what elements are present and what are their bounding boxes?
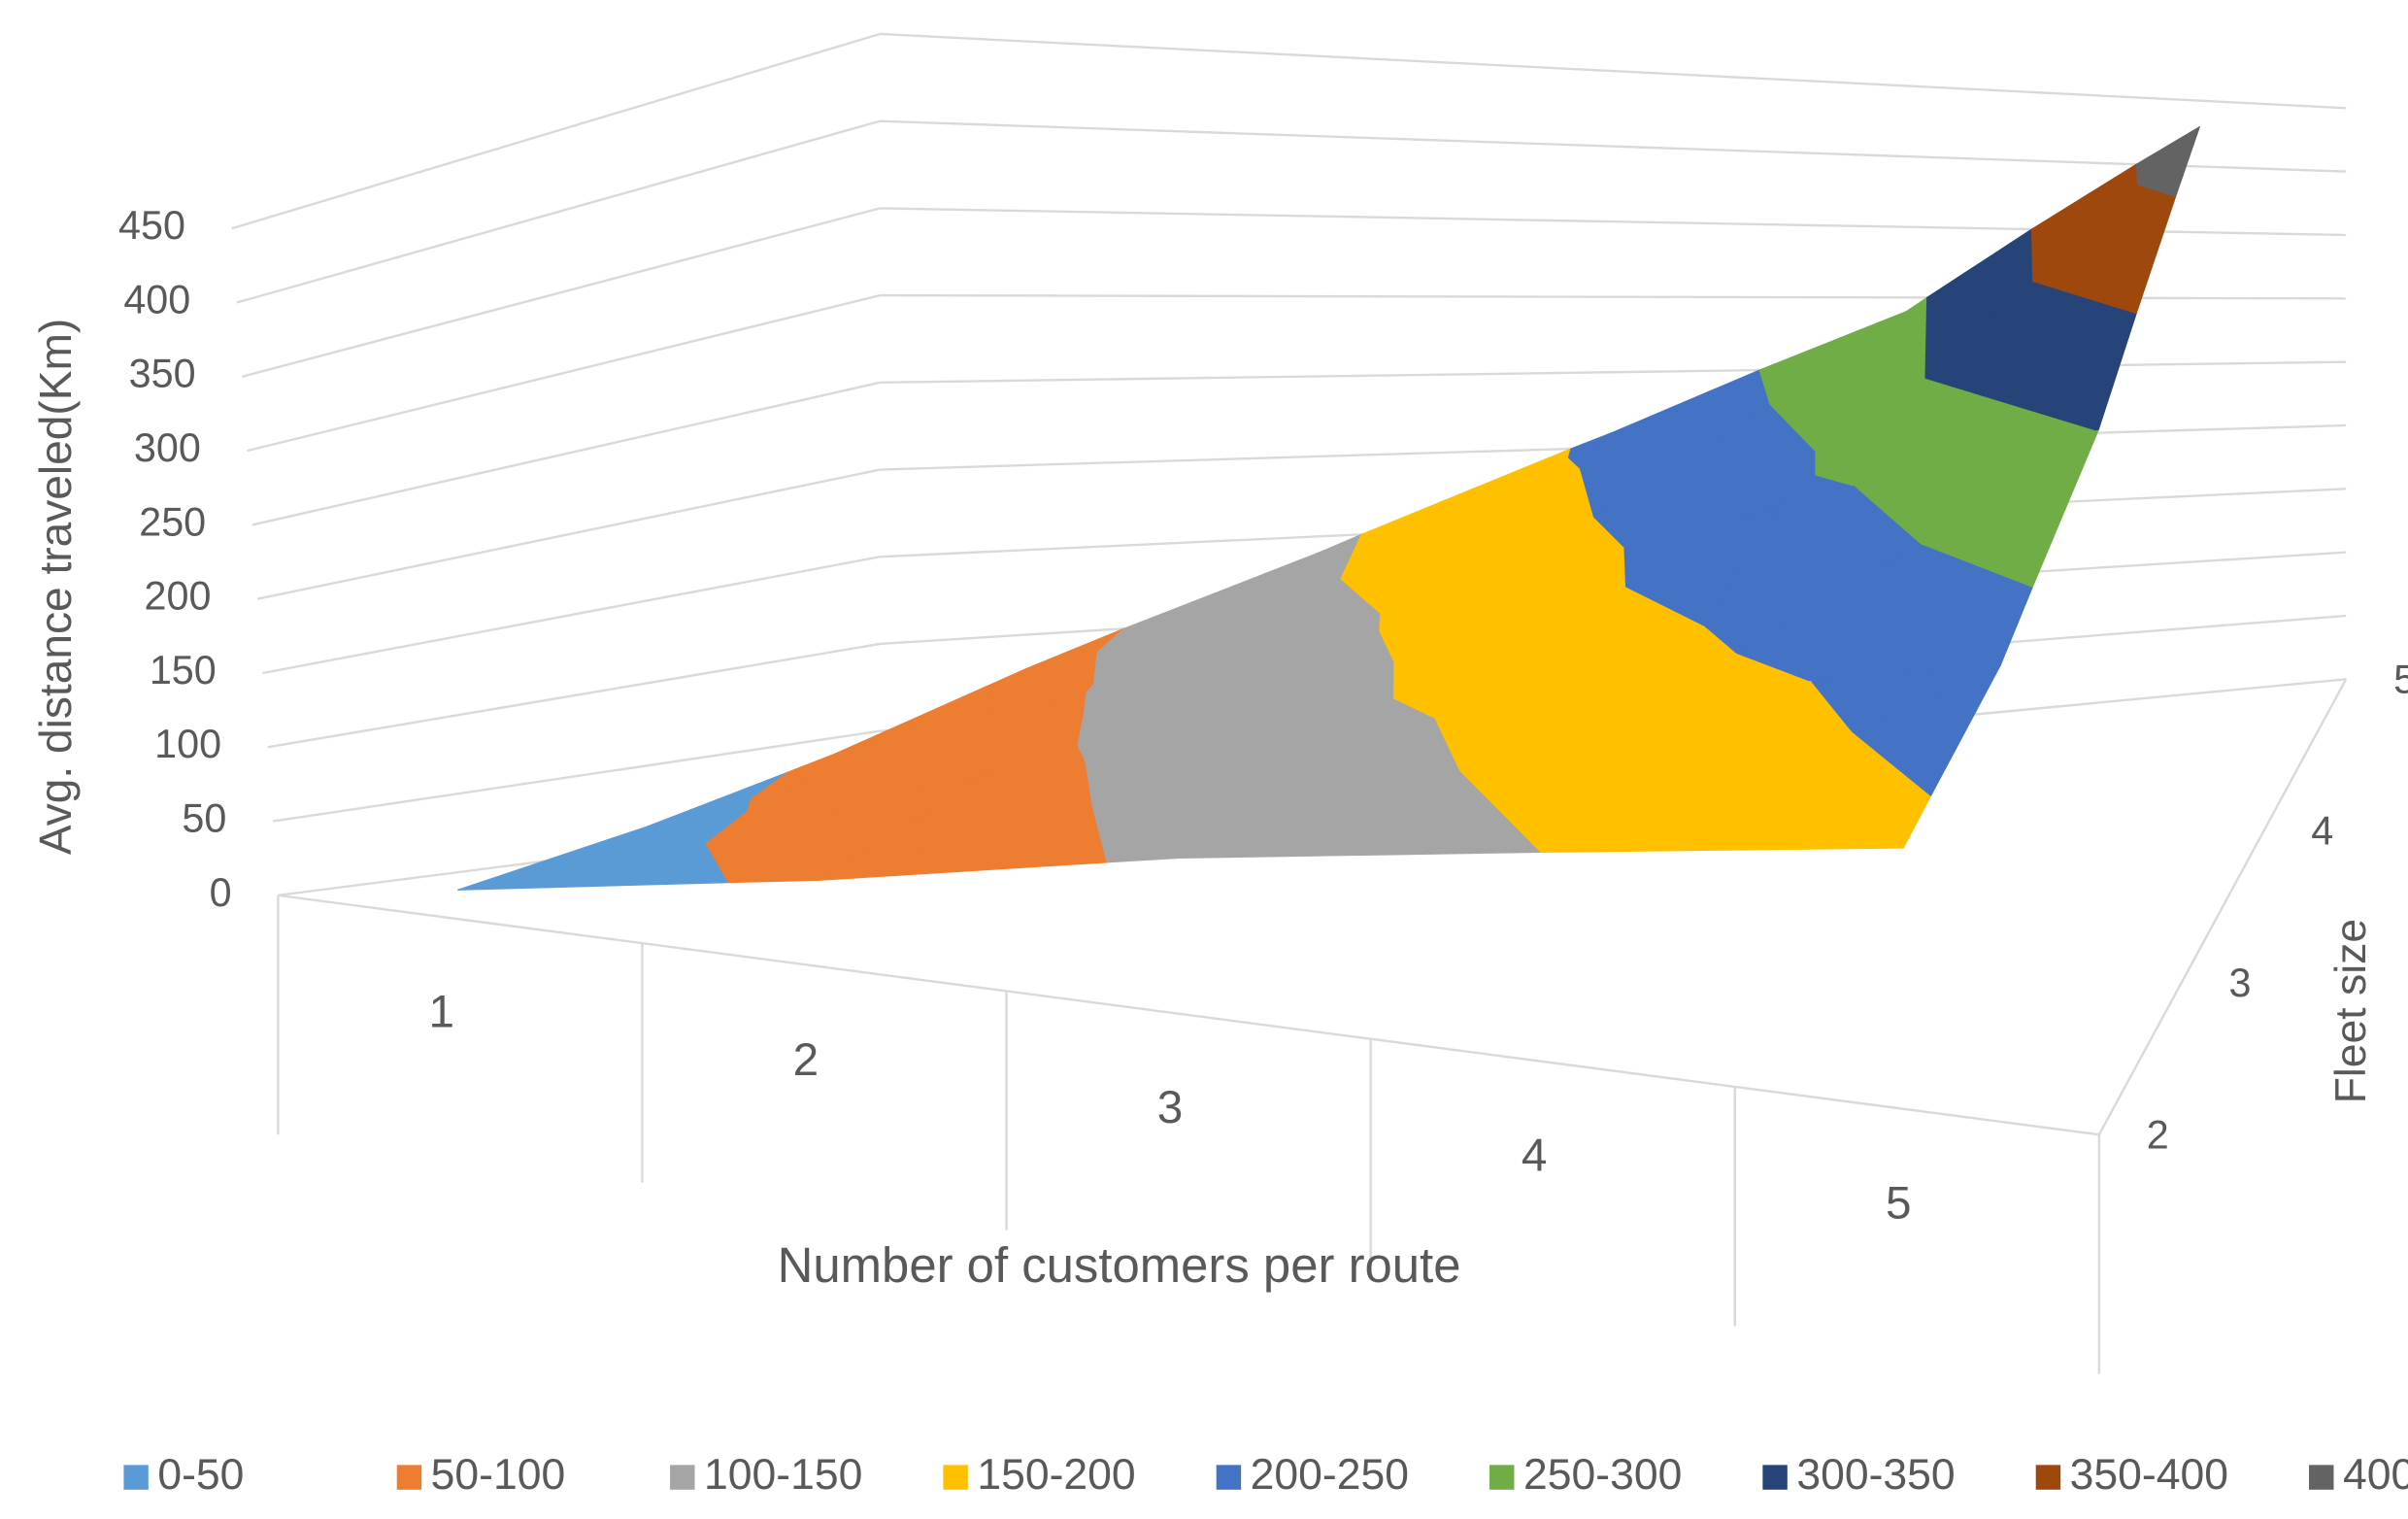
grid-line [251, 381, 881, 526]
x-tick-label: 5 [1886, 1178, 1912, 1230]
z-tick-label: 250 [139, 499, 206, 544]
depth-tick-label: 2 [2147, 1112, 2169, 1157]
legend: 0-50 50-100 100-150 150-200 200-250 250-300 30… [123, 1451, 2408, 1499]
z-tick-label: 200 [145, 574, 212, 619]
grid-line [880, 360, 2347, 385]
floor-edge [2097, 678, 2348, 1135]
z-tick-label: 150 [150, 648, 217, 692]
legend-label: 400-450 [2343, 1451, 2408, 1499]
grid-line [241, 207, 881, 378]
legend-label: 50-100 [431, 1451, 566, 1499]
legend-swatch [2035, 1465, 2061, 1490]
z-tick-label: 300 [134, 425, 201, 470]
grid-line [262, 556, 881, 675]
legend-label: 200-250 [1251, 1451, 1409, 1499]
depth-tick-label: 5 [2393, 657, 2408, 701]
z-tick-label: 50 [182, 795, 226, 840]
z-tick-label: 100 [154, 722, 221, 766]
legend-swatch [943, 1465, 968, 1490]
surface [457, 126, 2200, 891]
grid-line [247, 293, 881, 453]
grid-line [231, 32, 881, 230]
x-tick-label: 1 [429, 987, 455, 1038]
legend-label: 250-300 [1523, 1451, 1682, 1499]
x-tick-label: 2 [793, 1034, 819, 1086]
legend-swatch [2309, 1465, 2334, 1490]
z-tick-label: 400 [123, 277, 190, 321]
grid-line [267, 642, 881, 749]
legend-label: 150-200 [977, 1451, 1135, 1499]
x-tick-label: 3 [1157, 1082, 1184, 1133]
surface-patch [1851, 664, 2001, 796]
legend-swatch [1489, 1465, 1515, 1490]
legend-swatch [1216, 1465, 1242, 1490]
legend-label: 100-150 [704, 1451, 862, 1499]
surface-patch [1736, 543, 2033, 683]
surface-patch [1920, 429, 2099, 588]
grid-line [880, 32, 2347, 110]
grid-line [880, 119, 2347, 173]
legend-swatch [396, 1465, 422, 1490]
legend-label: 0-50 [157, 1451, 244, 1499]
z-tick-label: 0 [210, 870, 232, 915]
depth-tick-label: 3 [2229, 961, 2252, 1005]
legend-label: 300-350 [1796, 1451, 1955, 1499]
surface-patch [2137, 126, 2200, 198]
legend-swatch [1762, 1465, 1788, 1490]
legend-swatch [123, 1465, 149, 1490]
depth-tick-label: 4 [2311, 809, 2333, 854]
y-axis-title: Avg. distance traveled(Km) [30, 319, 81, 855]
z-tick-label: 350 [129, 352, 196, 396]
labels: 0 50 100 150 200 250 300 350 400 450 1 2 3 4 5 2 3 4 5 [118, 203, 2408, 1230]
grid-line [256, 468, 881, 600]
floor-edge [278, 894, 2100, 1136]
grid-line [272, 729, 881, 823]
z-tick-label: 450 [118, 203, 185, 248]
depth-axis-title: Fleet size [2327, 919, 2375, 1103]
legend-swatch [670, 1465, 695, 1490]
x-axis-title: Number of customers per route [778, 1237, 1461, 1293]
x-tick-label: 4 [1522, 1130, 1548, 1181]
legend-label: 350-400 [2070, 1451, 2228, 1499]
grid-line [236, 119, 881, 304]
